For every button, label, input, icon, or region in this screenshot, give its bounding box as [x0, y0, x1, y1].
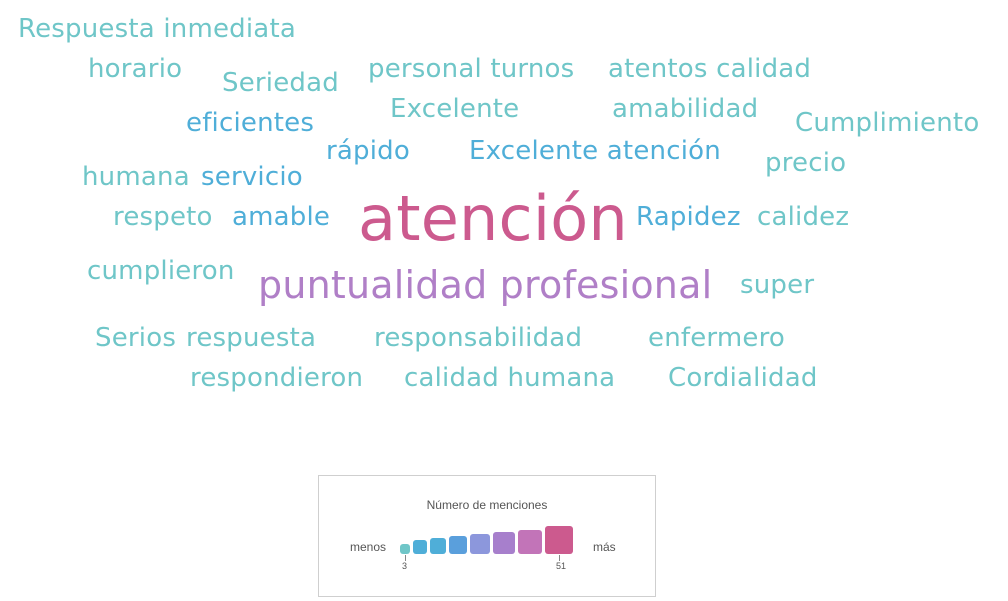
word-26: respondieron: [190, 363, 364, 393]
word-25: enfermero: [648, 323, 786, 353]
legend-swatch-2: [430, 538, 446, 554]
legend-box: Número de menciones menos más 3 51: [318, 475, 656, 597]
word-12: Excelente atención: [469, 136, 721, 166]
word-6: atentos calidad: [608, 54, 812, 84]
legend-swatch-3: [449, 536, 467, 554]
word-27: calidad humana: [404, 363, 616, 393]
legend-min-label: menos: [350, 540, 387, 554]
word-7: eficientes: [186, 108, 315, 138]
word-24: responsabilidad: [374, 323, 583, 353]
word-18: Rapidez: [636, 202, 741, 232]
word-0: atención: [358, 182, 628, 255]
legend-swatch-1: [413, 540, 427, 554]
word-4: Seriedad: [222, 68, 339, 98]
word-11: rápido: [326, 136, 410, 166]
legend-swatch-7: [545, 526, 573, 554]
word-10: Cumplimiento: [795, 108, 980, 138]
legend-swatch-5: [493, 532, 515, 554]
word-1: puntualidad profesional: [258, 263, 713, 307]
word-20: cumplieron: [87, 256, 235, 286]
legend-swatch-0: [400, 544, 410, 554]
word-17: amable: [232, 202, 331, 232]
legend-max-tick: [559, 555, 560, 561]
word-23: respuesta: [186, 323, 317, 353]
legend-swatches: 3 51: [319, 476, 655, 596]
word-15: precio: [765, 148, 847, 178]
word-21: super: [740, 270, 815, 300]
word-28: Cordialidad: [668, 363, 818, 393]
word-2: Respuesta inmediata: [18, 14, 296, 44]
word-19: calidez: [757, 202, 850, 232]
legend-max-label: más: [593, 540, 616, 554]
word-9: amabilidad: [612, 94, 759, 124]
legend-swatch-4: [470, 534, 490, 554]
word-3: horario: [88, 54, 183, 84]
word-8: Excelente: [390, 94, 520, 124]
legend-swatch-6: [518, 530, 542, 554]
word-16: respeto: [113, 202, 213, 232]
legend-title: Número de menciones: [426, 498, 548, 512]
word-22: Serios: [95, 323, 177, 353]
word-14: servicio: [201, 162, 303, 192]
legend-min-value: 3: [402, 561, 408, 571]
word-cloud: atención puntualidad profesional Respuesta…: [18, 14, 980, 393]
word-13: humana: [82, 162, 190, 192]
legend-max-value: 51: [556, 561, 567, 571]
word-5: personal turnos: [368, 54, 575, 84]
legend-min-tick: [405, 555, 406, 561]
